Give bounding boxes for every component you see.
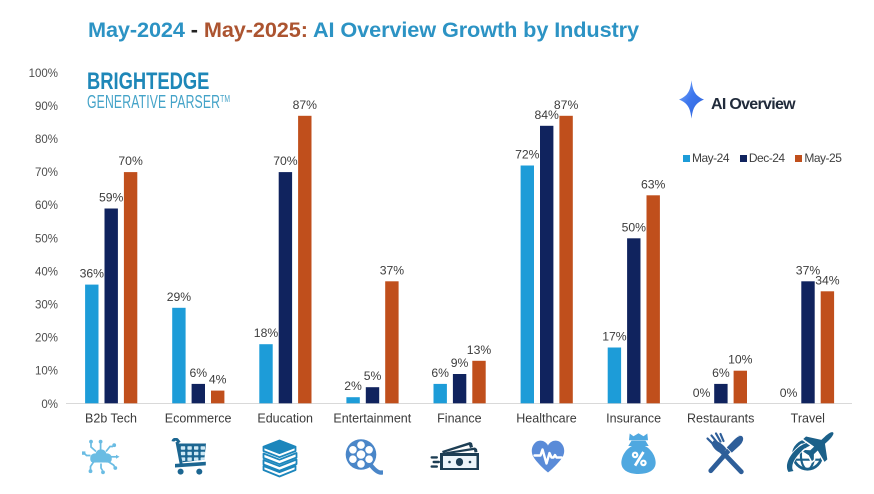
svg-text:100%: 100%: [29, 68, 58, 80]
svg-text:0%: 0%: [780, 386, 798, 400]
svg-text:84%: 84%: [534, 108, 559, 122]
svg-text:37%: 37%: [380, 263, 405, 277]
svg-text:10%: 10%: [35, 366, 58, 378]
svg-text:13%: 13%: [467, 343, 492, 357]
svg-text:10%: 10%: [728, 353, 753, 367]
svg-text:Healthcare: Healthcare: [516, 412, 576, 426]
svg-text:59%: 59%: [99, 191, 124, 205]
svg-text:17%: 17%: [602, 330, 627, 344]
svg-text:B2b Tech: B2b Tech: [85, 412, 137, 426]
svg-text:0%: 0%: [693, 386, 711, 400]
svg-text:6%: 6%: [431, 366, 449, 380]
svg-text:Entertainment: Entertainment: [333, 412, 411, 426]
svg-text:40%: 40%: [35, 266, 58, 278]
svg-text:5%: 5%: [364, 369, 382, 383]
svg-text:4%: 4%: [209, 373, 227, 387]
svg-text:63%: 63%: [641, 177, 666, 191]
svg-text:60%: 60%: [35, 200, 58, 212]
svg-text:Insurance: Insurance: [606, 412, 661, 426]
svg-text:70%: 70%: [273, 154, 298, 168]
svg-text:9%: 9%: [451, 356, 469, 370]
svg-text:Travel: Travel: [791, 412, 825, 426]
svg-text:87%: 87%: [554, 98, 579, 112]
svg-text:80%: 80%: [35, 134, 58, 146]
svg-text:Ecommerce: Ecommerce: [165, 412, 232, 426]
svg-text:20%: 20%: [35, 333, 58, 345]
svg-text:30%: 30%: [35, 300, 58, 312]
svg-text:50%: 50%: [622, 220, 647, 234]
svg-text:0%: 0%: [41, 399, 58, 411]
svg-text:87%: 87%: [293, 98, 318, 112]
svg-text:Restaurants: Restaurants: [687, 412, 754, 426]
svg-text:70%: 70%: [35, 167, 58, 179]
svg-text:2%: 2%: [344, 379, 362, 393]
svg-text:6%: 6%: [712, 366, 730, 380]
svg-text:36%: 36%: [80, 267, 105, 281]
svg-text:Finance: Finance: [437, 412, 482, 426]
svg-text:29%: 29%: [167, 290, 192, 304]
svg-text:90%: 90%: [35, 101, 58, 113]
svg-text:50%: 50%: [35, 233, 58, 245]
svg-text:72%: 72%: [515, 148, 540, 162]
svg-text:Education: Education: [257, 412, 313, 426]
svg-text:37%: 37%: [796, 263, 821, 277]
svg-text:70%: 70%: [118, 154, 143, 168]
svg-text:6%: 6%: [189, 366, 207, 380]
svg-text:34%: 34%: [815, 273, 840, 287]
svg-text:18%: 18%: [254, 326, 279, 340]
